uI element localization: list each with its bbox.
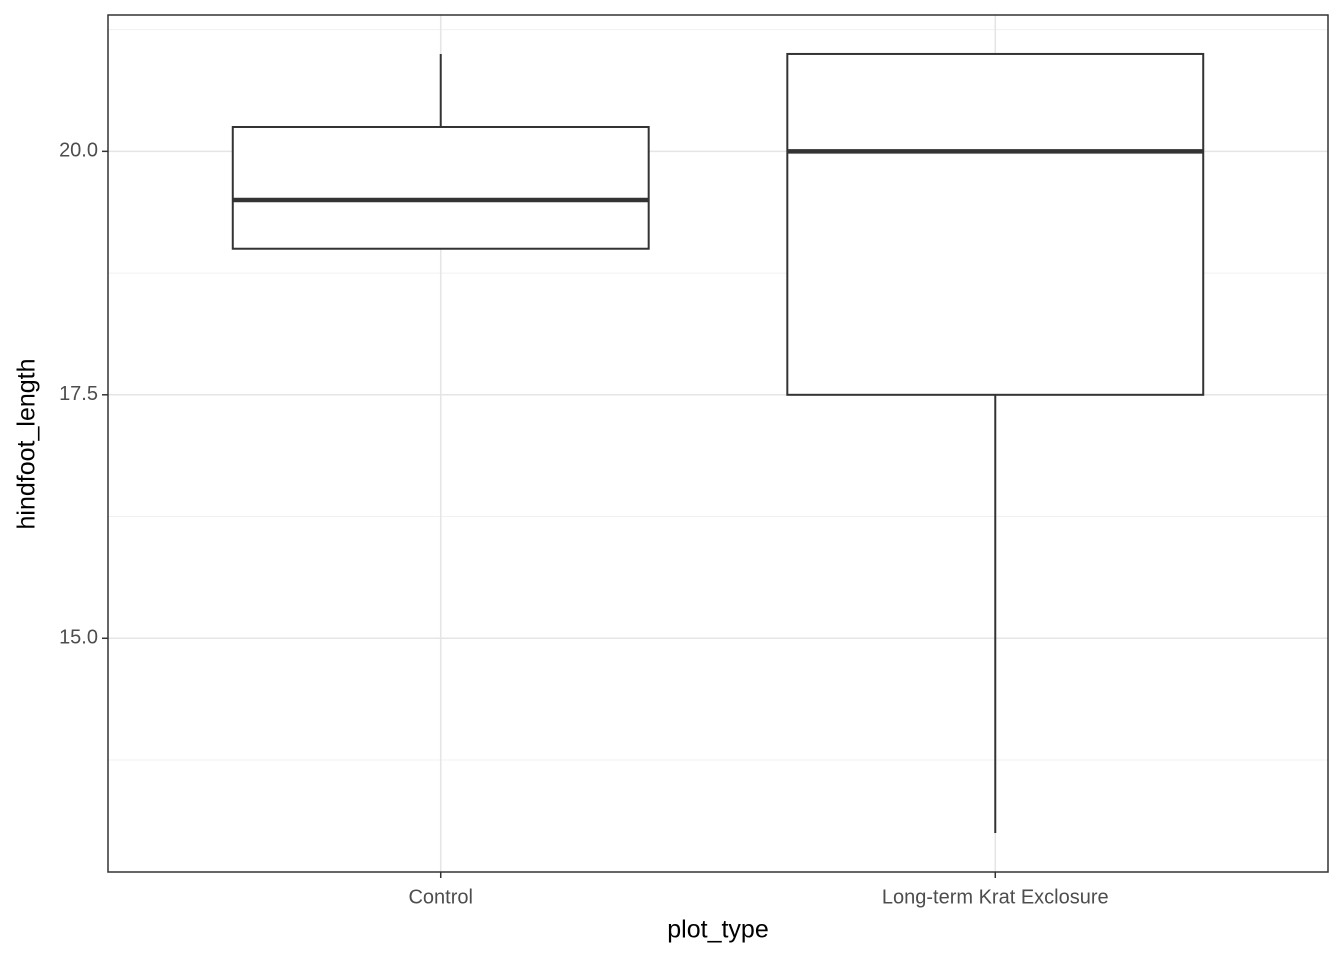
x-tick-label: Control	[408, 886, 472, 908]
y-axis-title: hindfoot_length	[13, 359, 41, 530]
panel-border	[107, 14, 1329, 873]
box	[231, 125, 650, 250]
y-tick-label: 15.0	[59, 627, 98, 649]
y-tick-label: 17.5	[59, 383, 98, 405]
x-axis-title: plot_type	[667, 916, 768, 944]
x-tick-label: Long-term Krat Exclosure	[882, 886, 1109, 908]
y-tick-label: 20.0	[59, 140, 98, 162]
box	[786, 52, 1205, 396]
